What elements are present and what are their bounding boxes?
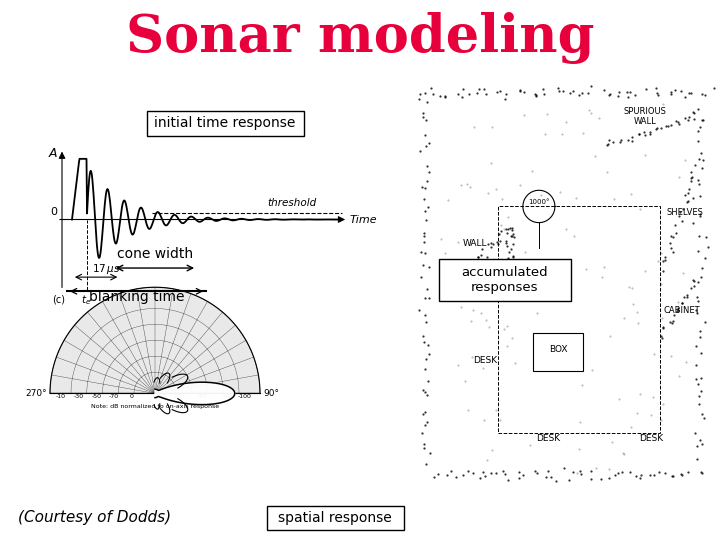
Text: 270°: 270° [25, 389, 47, 398]
Text: (Courtesy of Dodds): (Courtesy of Dodds) [19, 510, 171, 525]
Text: CABINET: CABINET [664, 306, 701, 315]
Text: -70: -70 [109, 394, 119, 400]
Text: accumulated
responses: accumulated responses [462, 266, 549, 294]
Text: $t_e$: $t_e$ [81, 293, 91, 307]
Text: 0: 0 [161, 394, 166, 400]
Polygon shape [50, 287, 260, 394]
Text: Time: Time [350, 214, 377, 225]
Text: Note: dB normalized to on-axis response: Note: dB normalized to on-axis response [91, 403, 219, 409]
Bar [533, 333, 583, 371]
Text: -50: -50 [91, 394, 102, 400]
Text: SPURIOUS
WALL: SPURIOUS WALL [624, 107, 667, 126]
Text: BOX: BOX [549, 345, 567, 354]
Text: 0: 0 [50, 207, 57, 218]
Text: Sonar modeling: Sonar modeling [126, 12, 594, 64]
Text: blanking time: blanking time [89, 291, 184, 305]
Text: A: A [48, 147, 57, 160]
Text: -30: -30 [73, 394, 84, 400]
Text: WALL: WALL [463, 239, 487, 248]
Polygon shape [155, 382, 235, 404]
Text: -50: -50 [197, 394, 207, 400]
Text: DESK: DESK [536, 434, 560, 443]
FancyBboxPatch shape [146, 111, 304, 136]
Text: 0: 0 [130, 394, 134, 400]
Text: spatial response: spatial response [278, 511, 392, 525]
Text: SHELVES: SHELVES [667, 208, 703, 217]
Text: initial time response: initial time response [154, 117, 296, 131]
FancyBboxPatch shape [266, 505, 403, 530]
Text: (c): (c) [52, 294, 65, 305]
Text: DESK: DESK [473, 356, 497, 365]
Text: -100: -100 [238, 394, 251, 400]
Text: 1000°: 1000° [528, 199, 549, 205]
Bar [498, 206, 660, 433]
FancyBboxPatch shape [439, 259, 571, 301]
Text: -10: -10 [55, 394, 66, 400]
Text: $17\,\mu s$: $17\,\mu s$ [91, 262, 120, 276]
Text: cone width: cone width [117, 247, 193, 261]
Text: threshold: threshold [267, 198, 317, 208]
Text: -80: -80 [222, 394, 231, 400]
Text: DESK: DESK [639, 434, 663, 443]
Text: -20: -20 [173, 394, 183, 400]
Text: 90°: 90° [263, 389, 279, 398]
